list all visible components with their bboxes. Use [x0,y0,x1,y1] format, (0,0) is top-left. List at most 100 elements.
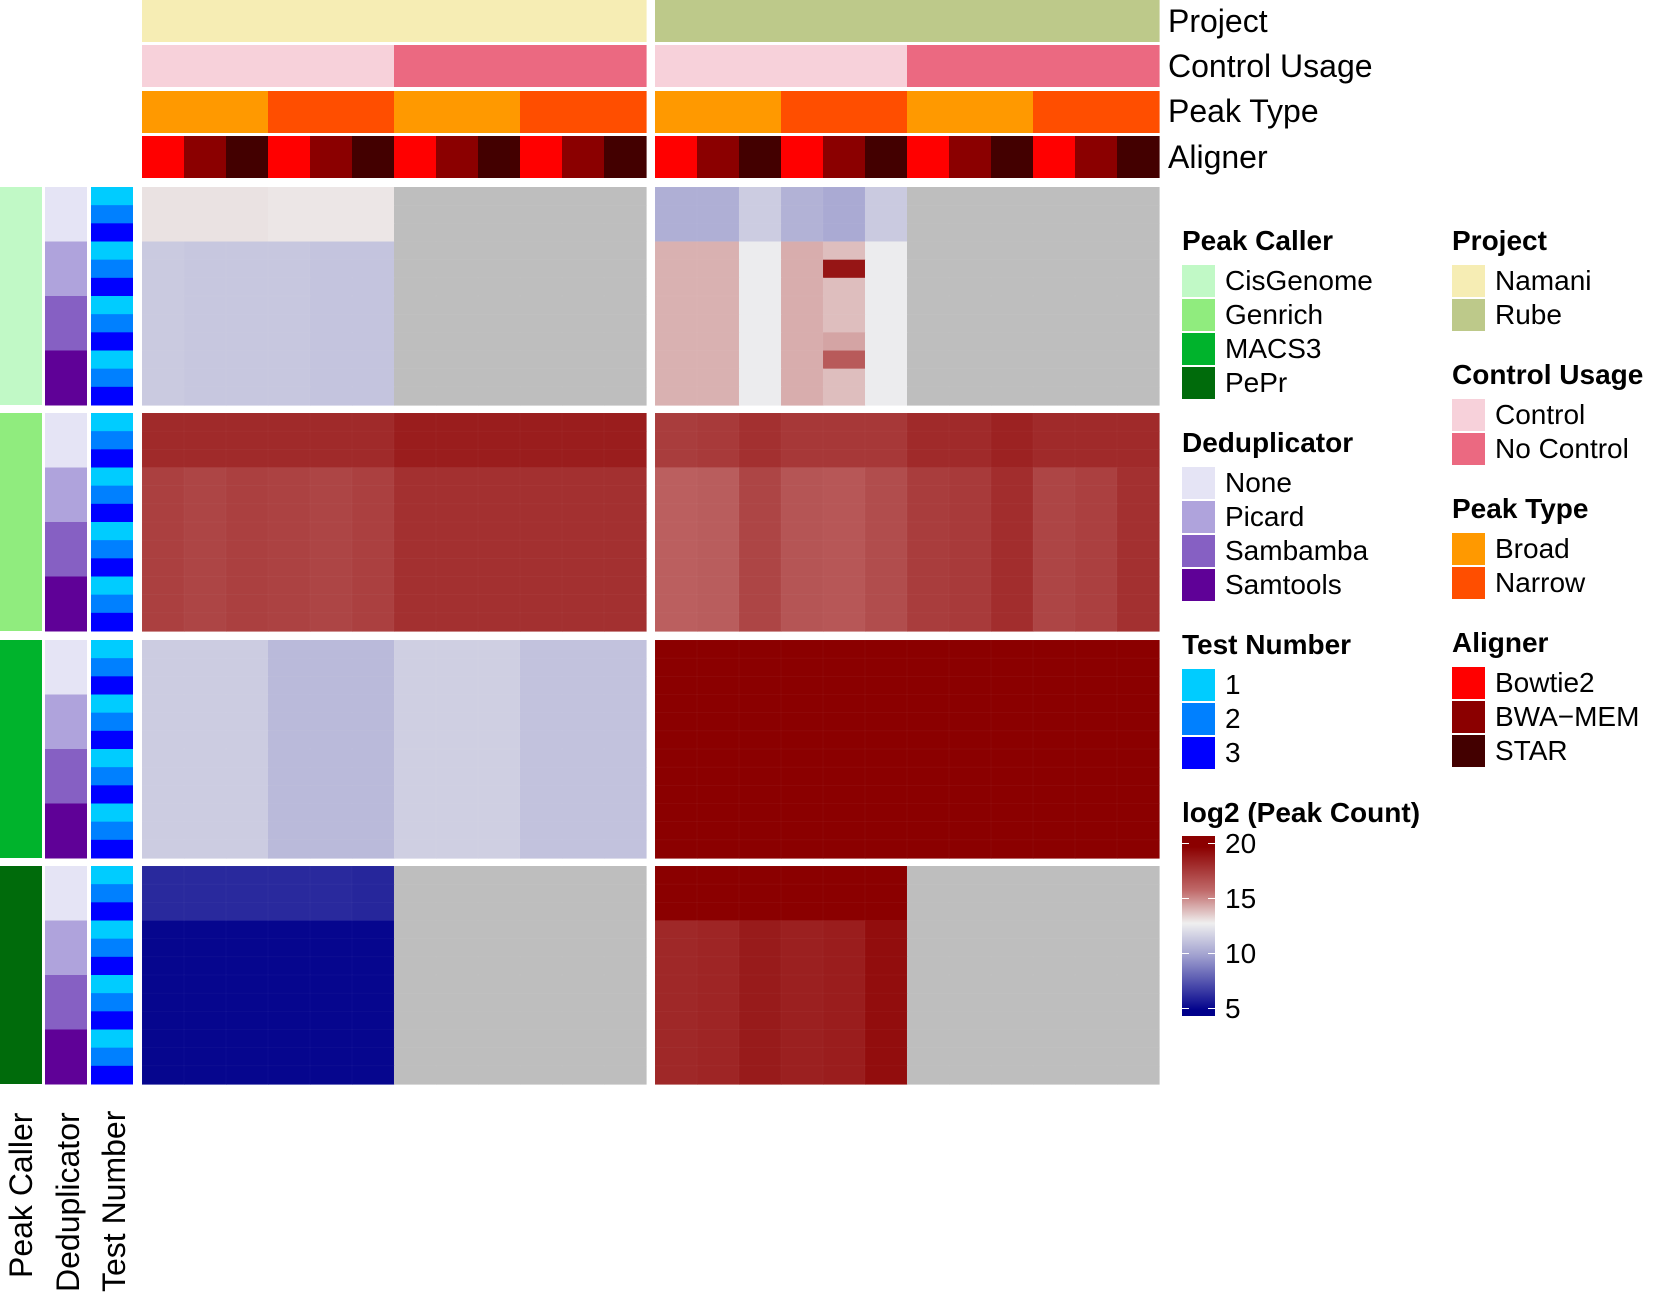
legend-item: Narrow [1452,566,1643,600]
heatmap-cell [141,974,185,995]
heatmap-cell [822,485,866,505]
heatmap-cell [1074,902,1118,922]
legend-item: PePr [1182,366,1420,400]
heatmap-cell [393,558,437,578]
col-annotation-cell [823,45,866,87]
heatmap-cell [435,259,479,279]
heatmap-cell [822,821,866,841]
heatmap-cell [141,386,185,406]
row-annotation-test-number [91,1011,133,1030]
heatmap-cell [1074,449,1118,469]
heatmap-cell [1116,938,1160,958]
heatmap-cell [654,467,698,487]
heatmap-cell [696,1029,740,1049]
heatmap-cell [519,412,563,433]
heatmap-cell [738,558,782,578]
heatmap-cell [1074,803,1118,823]
heatmap-cell [435,521,479,542]
heatmap-cell [822,1011,866,1031]
heatmap-cell [948,558,992,578]
heatmap-cell [780,992,824,1013]
heatmap-cell [990,883,1034,904]
heatmap-cell [225,920,269,940]
heatmap-cell [1116,241,1160,261]
legend-item: CisGenome [1182,264,1420,298]
heatmap-cell [351,1065,395,1085]
heatmap-cell [1074,259,1118,279]
heatmap-cell [519,676,563,696]
heatmap-cell [1074,350,1118,370]
heatmap-cell [780,259,824,279]
heatmap-cell [561,785,605,805]
heatmap-cell [696,865,740,886]
heatmap-cell [309,730,353,750]
heatmap-cell [822,883,866,904]
heatmap-cell [561,350,605,370]
heatmap-cell [906,974,950,995]
heatmap-cell [351,992,395,1013]
heatmap-cell [906,712,950,732]
heatmap-cell [864,186,908,207]
heatmap-cell [696,992,740,1013]
heatmap-cell [654,223,698,243]
heatmap-cell [906,766,950,787]
col-annotation-cell [310,136,353,178]
heatmap-cell [267,639,311,660]
heatmap-cell [603,821,647,841]
heatmap-cell [309,295,353,316]
heatmap-cell [351,521,395,542]
heatmap-cell [1032,558,1076,578]
heatmap-cell [393,521,437,542]
heatmap-cell [309,712,353,732]
row-annotation-test-number [91,368,133,388]
col-annotation-cell [268,0,311,42]
heatmap-cell [822,712,866,732]
heatmap-cell [603,803,647,823]
heatmap-cell [477,485,521,505]
heatmap-cell [393,594,437,614]
heatmap-cell [561,694,605,714]
heatmap-cell [780,766,824,787]
col-annotation-cell [1033,45,1076,87]
heatmap-cell [225,467,269,487]
heatmap-cell [906,694,950,714]
heatmap-cell [990,430,1034,451]
heatmap-cell [519,992,563,1013]
heatmap-cell [990,676,1034,696]
heatmap-cell [225,503,269,523]
heatmap-cell [780,277,824,297]
heatmap-cell [906,449,950,469]
col-annotation-cell [394,91,437,133]
heatmap-cell [948,938,992,958]
heatmap-cell [990,241,1034,261]
heatmap-cell [267,332,311,352]
heatmap-cell [477,639,521,660]
heatmap-cell [822,386,866,406]
heatmap-cell [561,558,605,578]
heatmap-cell [435,241,479,261]
col-annotation-cell [949,136,992,178]
heatmap-cell [1032,241,1076,261]
heatmap-cell [822,368,866,388]
heatmap-cell [603,259,647,279]
heatmap-cell [906,938,950,958]
heatmap-cell [1116,412,1160,433]
heatmap-cell [267,259,311,279]
heatmap-cell [393,430,437,451]
heatmap-cell [393,412,437,433]
heatmap-cell [738,204,782,225]
heatmap-cell [603,332,647,352]
heatmap-cell [1074,1011,1118,1031]
heatmap-cell [351,748,395,769]
row-annotation-deduplicator [45,803,87,859]
heatmap-cell [141,639,185,660]
heatmap-cell [561,412,605,433]
heatmap-cell [393,313,437,334]
row-annotation-test-number [91,503,133,523]
heatmap-cell [435,657,479,678]
heatmap-cell [309,539,353,560]
heatmap-cell [603,766,647,787]
heatmap-cell [738,1011,782,1031]
heatmap-cell [822,350,866,370]
heatmap-cell [990,974,1034,995]
